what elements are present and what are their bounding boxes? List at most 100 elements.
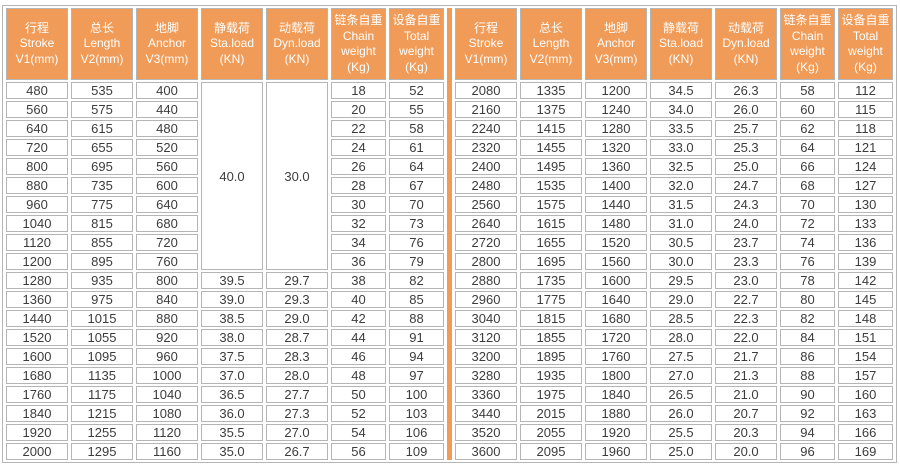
- cell: 96: [780, 443, 835, 460]
- cell: 58: [389, 120, 444, 137]
- cell: 27.0: [266, 424, 328, 441]
- cell: 720: [6, 139, 68, 156]
- cell: 975: [71, 291, 133, 308]
- cell: 26.5: [650, 386, 712, 403]
- cell: 44: [331, 329, 386, 346]
- cell: 1655: [520, 234, 582, 251]
- cell: 400: [136, 82, 198, 99]
- cell: 50: [331, 386, 386, 403]
- cell: 25.5: [650, 424, 712, 441]
- header-line: 地脚: [603, 20, 628, 35]
- cell: 1175: [71, 386, 133, 403]
- cell: 2400: [455, 158, 517, 175]
- cell: 76: [780, 253, 835, 270]
- cell: 760: [136, 253, 198, 270]
- cell: 38.0: [201, 329, 263, 346]
- cell: 1120: [6, 234, 68, 251]
- cell: 27.0: [650, 367, 712, 384]
- table-row: 2000 1295 1160 35.0 26.7 56 109 3600 2095 1960 25.…: [6, 443, 893, 460]
- cell: 600: [136, 177, 198, 194]
- cell: 1200: [585, 82, 647, 99]
- cell: 655: [71, 139, 133, 156]
- cell: 25.3: [715, 139, 777, 156]
- cell: 115: [838, 101, 893, 118]
- cell: 560: [136, 158, 198, 175]
- cell: 815: [71, 215, 133, 232]
- cell: 34.5: [650, 82, 712, 99]
- cell: 1880: [585, 405, 647, 422]
- merged-cell: 40.0: [201, 82, 263, 270]
- header-cell-total-weight: 设备自重 Total weight (Kg): [838, 8, 893, 80]
- cell: 1975: [520, 386, 582, 403]
- cell: 26.7: [266, 443, 328, 460]
- cell: 880: [6, 177, 68, 194]
- header-line: (KN): [284, 51, 310, 66]
- cell: 40: [331, 291, 386, 308]
- cell: 1920: [585, 424, 647, 441]
- cell: 3040: [455, 310, 517, 327]
- cell: 52: [331, 405, 386, 422]
- header-line: Anchor: [147, 36, 187, 51]
- header-line: V3(mm): [594, 51, 638, 66]
- cell: 68: [780, 177, 835, 194]
- header-line: V1(mm): [15, 51, 59, 66]
- cell: 1560: [585, 253, 647, 270]
- cell: 145: [838, 291, 893, 308]
- cell: 1520: [6, 329, 68, 346]
- cell: 440: [136, 101, 198, 118]
- cell: 1760: [6, 386, 68, 403]
- cell: 840: [136, 291, 198, 308]
- cell: 160: [838, 386, 893, 403]
- cell: 70: [389, 196, 444, 213]
- cell: 163: [838, 405, 893, 422]
- cell: 1640: [585, 291, 647, 308]
- header-line: V1(mm): [464, 51, 508, 66]
- cell: 2720: [455, 234, 517, 251]
- cell: 64: [389, 158, 444, 175]
- cell: 26.0: [650, 405, 712, 422]
- table-row: 720 655 520 24 61 2320 1455 1320 33.0 25.3 64 121: [6, 139, 893, 156]
- table-row: 800 695 560 26 64 2400 1495 1360 32.5 25.0 66 124: [6, 158, 893, 175]
- cell: 2560: [455, 196, 517, 213]
- cell: 39.0: [201, 291, 263, 308]
- cell: 680: [136, 215, 198, 232]
- cell: 1215: [71, 405, 133, 422]
- cell: 42: [331, 310, 386, 327]
- table-row: 1680 1135 1000 37.0 28.0 48 97 3280 1935 1800 27.0…: [6, 367, 893, 384]
- cell: 23.7: [715, 234, 777, 251]
- table-row: 1120 855 720 34 76 2720 1655 1520 30.5 23.7 74 136: [6, 234, 893, 251]
- cell: 1160: [136, 443, 198, 460]
- cell: 1440: [6, 310, 68, 327]
- cell: 575: [71, 101, 133, 118]
- cell: 1280: [585, 120, 647, 137]
- cell: 31.5: [650, 196, 712, 213]
- cell: 84: [780, 329, 835, 346]
- cell: 35.0: [201, 443, 263, 460]
- cell: 169: [838, 443, 893, 460]
- cell: 1895: [520, 348, 582, 365]
- cell: 3520: [455, 424, 517, 441]
- cell: 1015: [71, 310, 133, 327]
- table-row: 1440 1015 880 38.5 29.0 42 88 3040 1815 1680 28.5 2…: [6, 310, 893, 327]
- cell: 76: [389, 234, 444, 251]
- table-row: 880 735 600 28 67 2480 1535 1400 32.0 24.7 68 127: [6, 177, 893, 194]
- header-line: Dyn.load: [722, 36, 770, 51]
- header-cell-dyn-load: 动载荷 Dyn.load (KN): [715, 8, 777, 80]
- cell: 79: [389, 253, 444, 270]
- cell: 142: [838, 272, 893, 289]
- header-line: (Kg): [854, 59, 877, 74]
- cell: 1735: [520, 272, 582, 289]
- table-row: 1840 1215 1080 36.0 27.3 52 103 3440 2015 1880 26.…: [6, 405, 893, 422]
- cell: 1575: [520, 196, 582, 213]
- cell: 34.0: [650, 101, 712, 118]
- header-line: V3(mm): [145, 51, 189, 66]
- spec-table: 行程 Stroke V1(mm) 总长 Length V2(mm) 地脚 Anchor V3(m…: [2, 5, 897, 463]
- cell: 27.7: [266, 386, 328, 403]
- cell: 1495: [520, 158, 582, 175]
- cell: 26.3: [715, 82, 777, 99]
- center-divider: [447, 8, 452, 460]
- header-cell-chain-weight: 链条自重 Chain weight (Kg): [331, 8, 386, 80]
- cell: 1680: [6, 367, 68, 384]
- cell: 82: [389, 272, 444, 289]
- cell: 46: [331, 348, 386, 365]
